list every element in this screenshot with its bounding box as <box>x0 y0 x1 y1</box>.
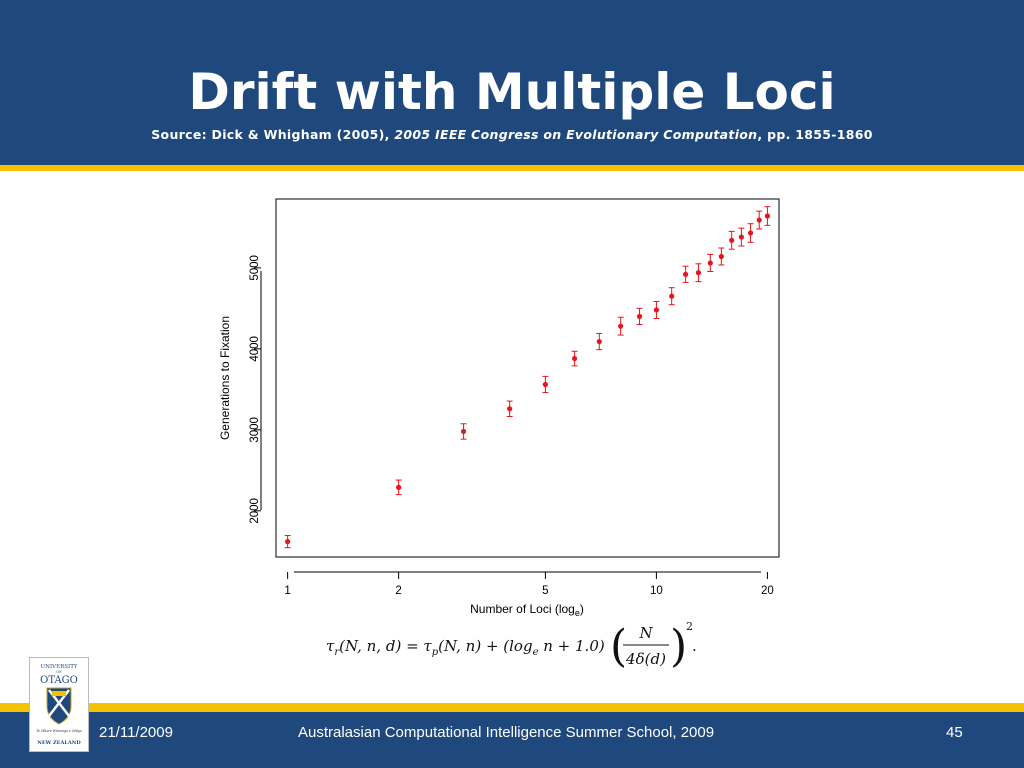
formula-close-paren: ) <box>670 621 687 672</box>
y-axis-label: Generations to Fixation <box>218 316 232 440</box>
slide-title: Drift with Multiple Loci <box>0 62 1024 122</box>
formula: τr(N, n, d) = τp(N, n) + (loge n + 1.0) … <box>326 618 746 674</box>
data-marks <box>285 207 771 548</box>
y-tick-label: 5000 <box>249 255 261 281</box>
x-axis: 1 2 5 10 20 <box>284 572 773 597</box>
y-tick-label: 4000 <box>249 336 261 362</box>
data-point <box>708 260 713 265</box>
scatter-chart: 1 2 5 10 20 2000 3000 4000 5000 Number of Loci … <box>200 185 800 620</box>
formula-left: τr(N, n, d) = τp(N, n) + (loge n + 1.0) <box>326 637 605 658</box>
footer-date: 21/11/2009 <box>99 724 173 741</box>
data-point <box>729 238 734 243</box>
x-tick-label: 20 <box>761 585 774 597</box>
y-axis: 2000 3000 4000 5000 <box>249 255 261 524</box>
source-suffix: , pp. 1855-1860 <box>757 127 872 142</box>
data-point <box>765 213 770 218</box>
shield-chief <box>52 691 66 696</box>
data-point <box>597 339 602 344</box>
logo-motto: Te Whare Wānanga o Otāgo <box>36 729 81 733</box>
data-point <box>637 314 642 319</box>
source-prefix: Source: Dick & Whigham (2005), <box>151 127 394 142</box>
formula-denominator: 4δ(d) <box>625 650 666 668</box>
data-point <box>654 307 659 312</box>
x-axis-label: Number of Loci (loge) <box>470 602 584 618</box>
source-venue: 2005 IEEE Congress on Evolutionary Compu… <box>394 127 757 142</box>
x-tick-label: 2 <box>395 585 401 597</box>
x-tick-label: 10 <box>650 585 663 597</box>
y-tick-label: 2000 <box>249 498 261 524</box>
data-point <box>748 230 753 235</box>
source-citation: Source: Dick & Whigham (2005), 2005 IEEE… <box>0 127 1024 142</box>
formula-exponent: 2 <box>686 620 693 633</box>
data-point <box>757 217 762 222</box>
y-tick-label: 3000 <box>249 417 261 443</box>
logo-country: NEW ZEALAND <box>37 740 81 746</box>
data-point <box>719 254 724 259</box>
formula-numerator: N <box>638 624 653 642</box>
footer-page-number: 45 <box>946 724 963 741</box>
footer-accent-stripe <box>0 703 1024 712</box>
logo-line2: OF <box>56 670 62 674</box>
data-point <box>507 406 512 411</box>
data-point <box>543 382 548 387</box>
x-tick-label: 5 <box>542 585 548 597</box>
formula-open-paren: ( <box>610 621 627 672</box>
x-tick-label: 1 <box>284 585 290 597</box>
data-point <box>683 272 688 277</box>
plot-frame <box>276 199 779 557</box>
data-point <box>696 270 701 275</box>
data-point <box>669 294 674 299</box>
data-point <box>285 539 290 544</box>
logo-line3: OTAGO <box>40 675 78 686</box>
data-point <box>739 234 744 239</box>
data-point <box>572 356 577 361</box>
data-point <box>461 429 466 434</box>
header-accent-stripe <box>0 165 1024 171</box>
university-logo: UNIVERSITY OF OTAGO Te Whare Wānanga o O… <box>29 657 89 752</box>
formula-period: . <box>692 637 697 655</box>
data-point <box>618 324 623 329</box>
otago-crest-icon: UNIVERSITY OF OTAGO Te Whare Wānanga o O… <box>30 658 88 751</box>
footer-event: Australasian Computational Intelligence … <box>298 724 714 741</box>
data-point <box>396 485 401 490</box>
